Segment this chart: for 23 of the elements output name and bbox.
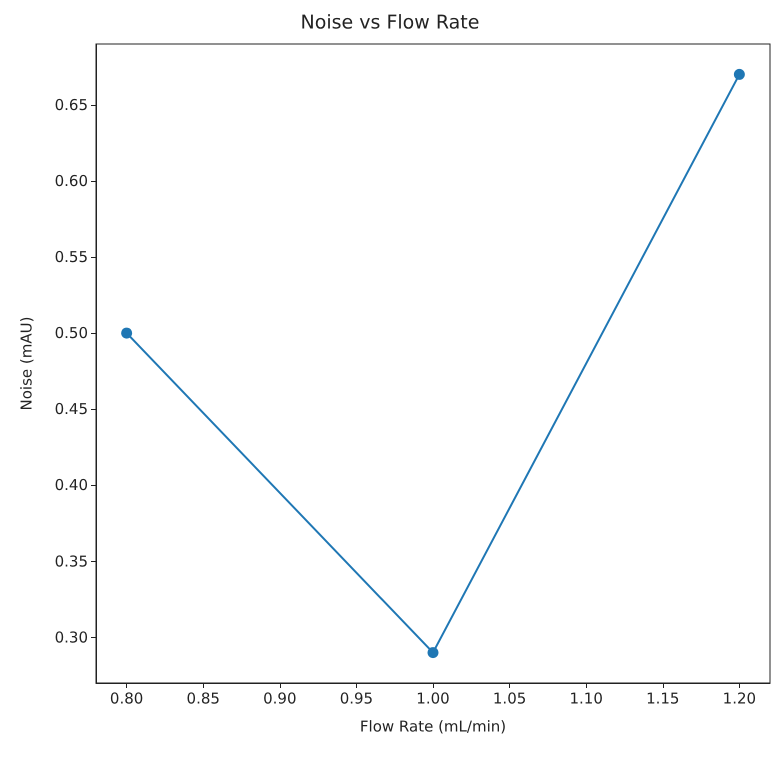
point [121,328,132,339]
x-tick-label: 0.85 [186,690,220,708]
point [734,68,745,80]
x-tick-label: 1.00 [416,690,450,708]
x-axis-title: Flow Rate (mL/min) [360,718,506,736]
x-tick-label: 0.95 [340,690,374,708]
y-tick-label: 0.35 [54,552,88,570]
x-tick-label: 0.90 [263,690,297,708]
chart-title: Noise vs Flow Rate [300,12,480,34]
x-tick-label: 1.15 [646,690,680,708]
point [428,647,438,658]
y-tick-label: 0.45 [54,400,88,418]
x-tick-label: 1.10 [569,690,603,708]
y-tick-label: 0.40 [54,476,88,494]
y-tick-label: 0.30 [54,628,88,646]
y-tick-label: 0.50 [54,324,88,342]
x-tick-label: 1.20 [722,690,756,708]
y-tick-label: 0.65 [54,96,88,114]
x-tick-label: 1.05 [492,690,526,708]
y-tick-label: 0.55 [54,248,88,266]
y-tick-label: 0.60 [54,172,88,190]
x-tick-label: 0.80 [110,690,144,708]
y-axis-title: Noise (mAU) [18,316,36,410]
